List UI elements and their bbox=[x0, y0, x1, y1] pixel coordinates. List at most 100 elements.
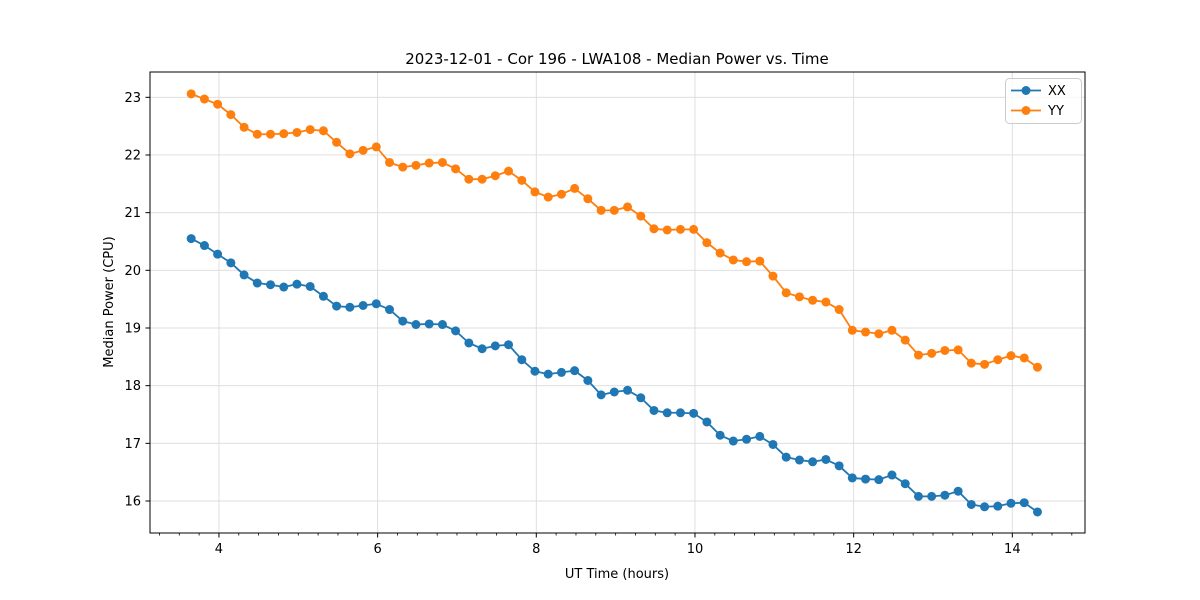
data-point-yy bbox=[887, 325, 897, 335]
data-point-xx bbox=[266, 280, 276, 290]
data-point-xx bbox=[1032, 507, 1042, 517]
series-xx bbox=[186, 234, 1042, 517]
data-point-yy bbox=[623, 202, 633, 212]
data-point-yy bbox=[1019, 353, 1029, 363]
x-tick-label: 6 bbox=[373, 542, 381, 557]
data-point-yy bbox=[794, 292, 804, 302]
data-point-yy bbox=[768, 271, 778, 281]
data-point-yy bbox=[808, 295, 818, 305]
data-point-xx bbox=[953, 486, 963, 496]
data-point-xx bbox=[385, 305, 395, 315]
data-point-yy bbox=[411, 160, 421, 170]
data-point-yy bbox=[292, 127, 302, 137]
data-point-yy bbox=[424, 158, 434, 168]
data-point-xx bbox=[345, 302, 355, 312]
y-tick-label: 19 bbox=[124, 321, 141, 336]
data-point-xx bbox=[305, 281, 315, 291]
data-point-yy bbox=[530, 187, 540, 197]
data-point-xx bbox=[808, 457, 818, 467]
data-point-yy bbox=[702, 238, 712, 248]
data-point-yy bbox=[226, 110, 236, 120]
data-point-xx bbox=[292, 279, 302, 289]
data-point-yy bbox=[662, 225, 672, 235]
data-point-xx bbox=[411, 320, 421, 330]
y-tick-label: 21 bbox=[124, 206, 141, 221]
data-point-xx bbox=[993, 501, 1003, 511]
data-series bbox=[186, 89, 1042, 517]
data-point-yy bbox=[874, 329, 884, 339]
data-point-yy bbox=[543, 192, 553, 202]
data-point-yy bbox=[358, 145, 368, 155]
y-tick-label: 20 bbox=[124, 264, 141, 279]
x-tick-label: 14 bbox=[1004, 542, 1021, 557]
data-point-yy bbox=[252, 129, 262, 139]
data-point-xx bbox=[504, 340, 514, 350]
data-point-xx bbox=[609, 387, 619, 397]
data-point-xx bbox=[821, 454, 831, 464]
data-point-xx bbox=[213, 249, 223, 259]
x-tick-label: 8 bbox=[532, 542, 540, 557]
data-point-xx bbox=[556, 367, 566, 377]
plot-area bbox=[150, 72, 1085, 533]
data-point-xx bbox=[715, 430, 725, 440]
data-point-xx bbox=[1019, 498, 1029, 508]
data-point-yy bbox=[755, 256, 765, 266]
data-point-xx bbox=[728, 436, 738, 446]
data-point-xx bbox=[980, 502, 990, 512]
data-point-yy bbox=[649, 224, 659, 234]
data-point-yy bbox=[966, 358, 976, 368]
data-point-yy bbox=[1006, 351, 1016, 361]
data-point-yy bbox=[477, 174, 487, 184]
data-point-xx bbox=[794, 455, 804, 465]
data-point-xx bbox=[636, 393, 646, 403]
data-point-xx bbox=[437, 320, 447, 330]
data-point-yy bbox=[913, 350, 923, 360]
data-point-yy bbox=[279, 129, 289, 139]
data-point-yy bbox=[980, 359, 990, 369]
plot-frame bbox=[149, 71, 1086, 534]
data-point-yy bbox=[398, 162, 408, 172]
data-point-xx bbox=[834, 461, 844, 471]
legend-marker-icon-yy bbox=[1021, 106, 1031, 115]
x-tick-label: 12 bbox=[845, 542, 862, 557]
data-point-xx bbox=[517, 355, 527, 365]
data-point-yy bbox=[371, 142, 381, 152]
data-point-xx bbox=[913, 491, 923, 501]
data-point-yy bbox=[821, 297, 831, 307]
data-point-yy bbox=[715, 248, 725, 258]
data-point-xx bbox=[742, 434, 752, 444]
data-point-xx bbox=[900, 479, 910, 489]
data-point-yy bbox=[609, 205, 619, 215]
data-point-yy bbox=[1032, 362, 1042, 372]
data-point-yy bbox=[437, 157, 447, 167]
data-point-yy bbox=[213, 99, 223, 109]
data-point-xx bbox=[847, 473, 857, 483]
data-point-yy bbox=[636, 211, 646, 221]
data-point-yy bbox=[570, 183, 580, 193]
x-axis-label: UT Time (hours) bbox=[565, 567, 669, 582]
data-point-xx bbox=[398, 316, 408, 326]
legend-item-yy: YY bbox=[1011, 104, 1064, 119]
data-point-xx bbox=[199, 241, 209, 251]
legend-marker-icon-xx bbox=[1021, 86, 1031, 95]
data-point-xx bbox=[887, 470, 897, 480]
data-point-yy bbox=[953, 345, 963, 355]
legend-item-xx: XX bbox=[1011, 84, 1066, 99]
grid-lines bbox=[150, 72, 1085, 533]
chart-title: 2023-12-01 - Cor 196 - LWA108 - Median P… bbox=[405, 50, 829, 68]
data-point-xx bbox=[583, 375, 593, 385]
data-point-xx bbox=[318, 291, 328, 301]
y-tick-label: 23 bbox=[124, 91, 141, 106]
data-point-xx bbox=[927, 491, 937, 501]
data-point-yy bbox=[689, 224, 699, 234]
data-point-xx bbox=[371, 299, 381, 309]
data-point-yy bbox=[847, 325, 857, 335]
data-point-yy bbox=[742, 257, 752, 267]
data-point-xx bbox=[874, 475, 884, 485]
y-axis-label: Median Power (CPU) bbox=[102, 236, 117, 367]
data-point-yy bbox=[239, 122, 249, 132]
data-point-xx bbox=[490, 341, 500, 351]
data-point-xx bbox=[861, 474, 871, 484]
data-point-yy bbox=[583, 194, 593, 204]
legend-label-yy: YY bbox=[1047, 104, 1064, 119]
